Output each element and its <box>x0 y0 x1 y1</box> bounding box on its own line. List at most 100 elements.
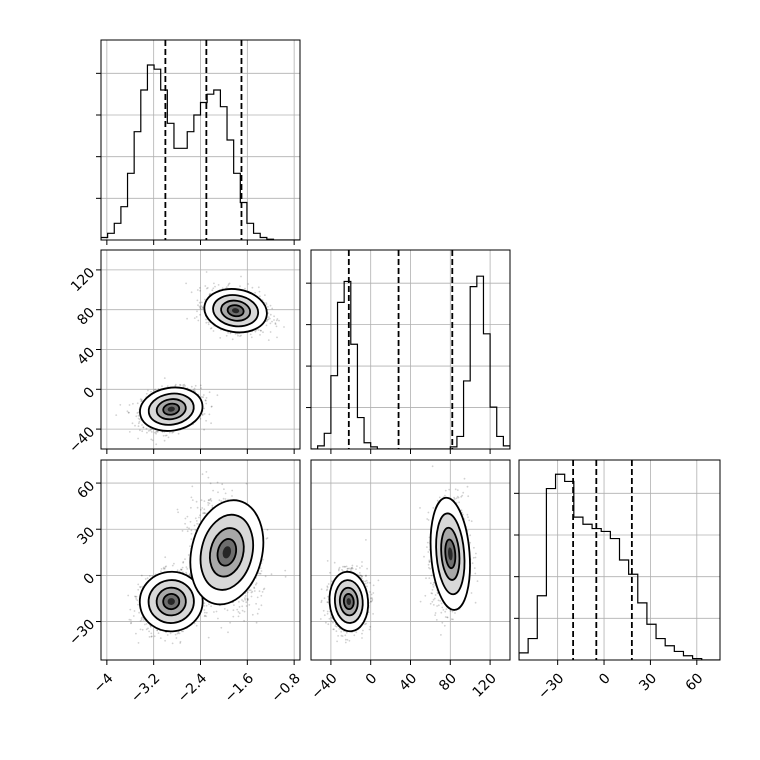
sample-point <box>212 489 215 492</box>
sample-point <box>183 383 186 386</box>
sample-point <box>155 443 158 446</box>
sample-point <box>200 305 203 308</box>
sample-point <box>150 431 153 433</box>
sample-point <box>217 284 220 286</box>
sample-point <box>197 319 200 322</box>
panel-content <box>127 471 287 645</box>
sample-point <box>150 428 153 431</box>
sample-point <box>177 432 180 435</box>
sample-point <box>263 587 266 590</box>
sample-point <box>208 413 211 416</box>
sample-point <box>254 583 257 586</box>
sample-point <box>155 432 158 435</box>
sample-point <box>193 387 196 390</box>
sample-point <box>135 598 138 600</box>
sample-point <box>140 398 143 401</box>
sample-point <box>216 394 219 397</box>
sample-point <box>164 556 167 559</box>
sample-point <box>208 499 211 502</box>
sample-point <box>180 568 182 571</box>
sample-point <box>128 404 131 406</box>
sample-point <box>210 500 213 502</box>
sample-point <box>265 537 268 540</box>
sample-point <box>181 630 183 633</box>
sample-point <box>144 578 147 580</box>
sample-point <box>190 529 193 532</box>
sample-point <box>142 426 145 429</box>
sample-point <box>225 286 228 288</box>
sample-point <box>141 585 144 588</box>
sample-point <box>147 430 150 432</box>
sample-point <box>127 411 130 414</box>
sample-point <box>203 508 206 511</box>
sample-point <box>157 430 159 433</box>
sample-point <box>267 316 270 318</box>
sample-point <box>137 603 139 606</box>
sample-point <box>207 504 210 506</box>
sample-point <box>139 398 142 400</box>
sample-point <box>188 527 190 530</box>
sample-point <box>145 427 148 430</box>
sample-point <box>150 635 153 638</box>
sample-point <box>161 385 163 387</box>
sample-point <box>149 625 152 628</box>
sample-point <box>171 642 174 645</box>
sample-point <box>146 431 148 434</box>
sample-point <box>253 587 256 590</box>
sample-point <box>240 275 242 278</box>
sample-point <box>199 417 202 420</box>
sample-point <box>244 598 247 601</box>
sample-point <box>188 573 191 576</box>
sample-point <box>256 596 259 599</box>
sample-point <box>153 389 155 392</box>
sample-point <box>250 336 253 339</box>
sample-point <box>201 306 204 309</box>
sample-point <box>190 532 193 535</box>
sample-point <box>227 283 230 286</box>
sample-point <box>210 605 213 608</box>
sample-point <box>199 514 201 517</box>
sample-point <box>192 389 195 392</box>
sample-point <box>210 422 213 425</box>
sample-point <box>254 330 257 333</box>
sample-point <box>135 595 138 598</box>
sample-point <box>256 612 259 615</box>
sample-point <box>134 595 137 598</box>
sample-point <box>130 621 133 624</box>
sample-point <box>130 619 132 621</box>
sample-point <box>251 590 254 593</box>
sample-point <box>147 627 149 630</box>
sample-point <box>247 598 250 601</box>
sample-point <box>255 602 257 605</box>
sample-point <box>137 425 140 428</box>
histogram-line <box>311 275 510 449</box>
sample-point <box>275 319 278 322</box>
sample-point <box>269 322 272 325</box>
sample-point <box>283 326 285 328</box>
sample-point <box>144 623 146 626</box>
sample-point <box>163 567 166 570</box>
sample-point <box>262 558 264 561</box>
sample-point <box>251 613 254 616</box>
sample-point <box>136 599 139 602</box>
sample-point <box>127 411 130 414</box>
sample-point <box>260 570 263 572</box>
contour-line <box>147 392 195 426</box>
sample-point <box>196 299 199 302</box>
sample-point <box>260 594 263 597</box>
sample-point <box>251 286 254 289</box>
sample-point <box>196 522 199 525</box>
sample-point <box>233 604 235 606</box>
sample-point <box>137 414 140 417</box>
sample-point <box>191 485 194 488</box>
sample-point <box>203 615 206 618</box>
sample-point <box>155 430 158 433</box>
sample-point <box>264 294 266 296</box>
density-level <box>167 406 175 412</box>
sample-point <box>202 394 205 396</box>
hist-panel-0 <box>96 39 301 245</box>
sample-point <box>159 637 162 639</box>
sample-point <box>171 431 174 434</box>
sample-point <box>151 439 154 442</box>
sample-point <box>185 571 188 574</box>
